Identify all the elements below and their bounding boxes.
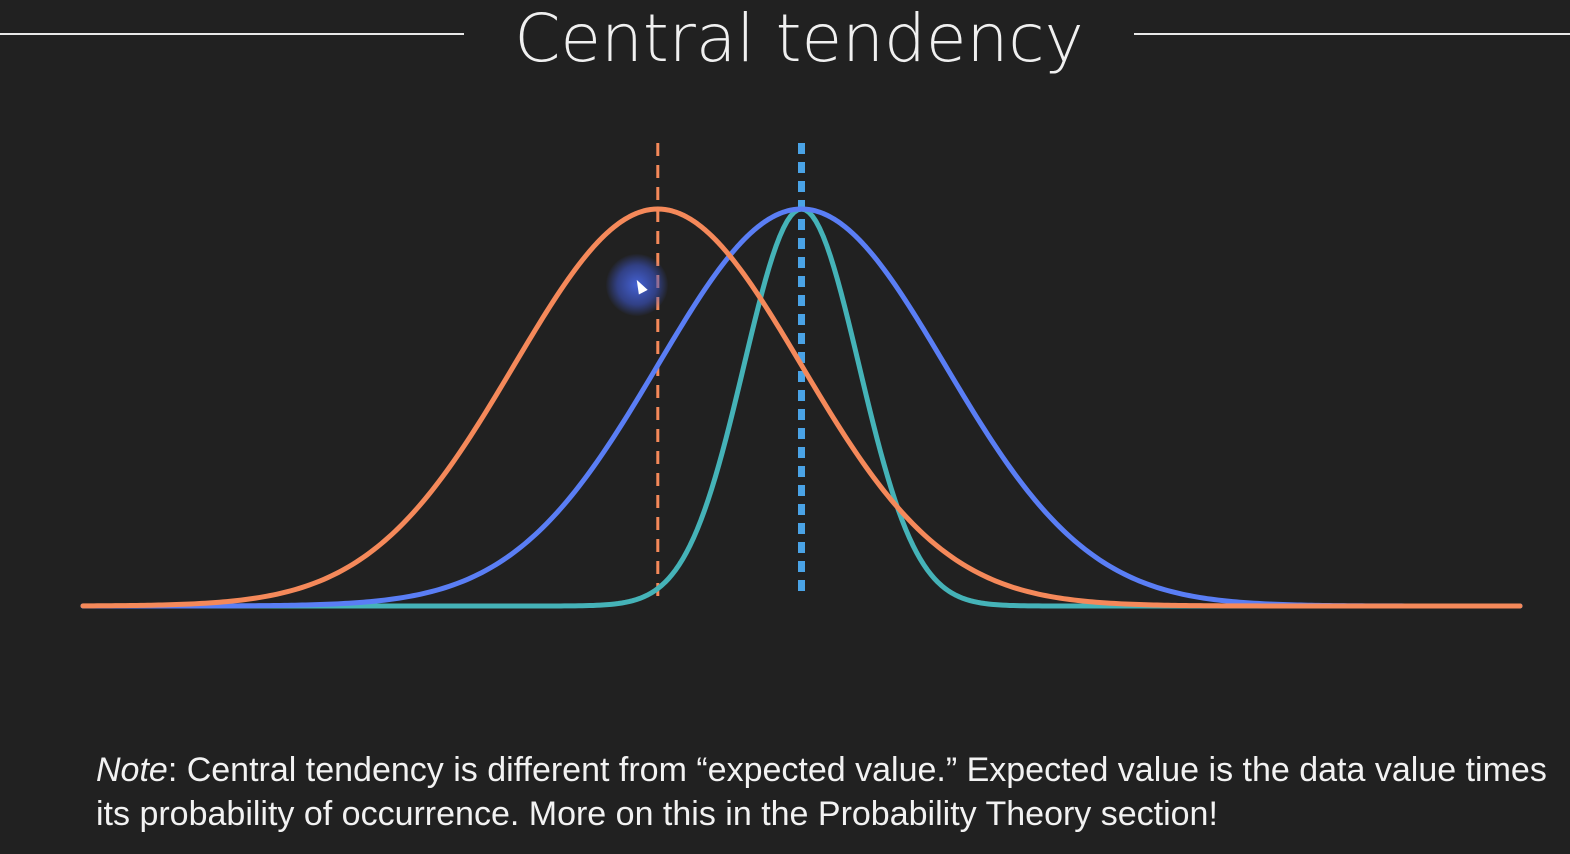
footnote: Note: Central tendency is different from… — [96, 748, 1556, 836]
mouse-cursor-highlight — [606, 254, 668, 316]
distribution-chart — [80, 143, 1523, 609]
note-text: : Central tendency is different from “ex… — [96, 751, 1547, 833]
orange-distribution-curve — [80, 206, 1523, 609]
cursor-arrow-icon — [632, 277, 648, 295]
title-rule-right — [1134, 33, 1570, 35]
note-label: Note — [96, 751, 168, 789]
title-rule-left — [0, 33, 464, 35]
slide-title: Central tendency — [514, 0, 1084, 77]
